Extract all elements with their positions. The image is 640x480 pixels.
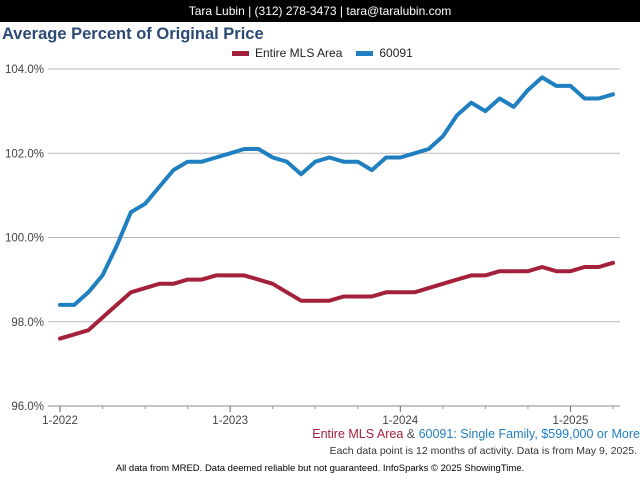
y-tick-label: 96.0% [11, 401, 44, 413]
contact-bar: Tara Lubin | (312) 278-3473 | tara@taral… [0, 0, 640, 22]
x-tick-label: 1-2025 [553, 415, 589, 427]
chart-title: Average Percent of Original Price [2, 25, 264, 43]
subtitle-suffix: : Single Family, $599,000 or More [453, 427, 640, 441]
legend-swatch-mls [232, 50, 249, 56]
y-tick-label: 100.0% [5, 233, 44, 245]
chart-legend: Entire MLS Area 60091 [232, 46, 427, 60]
series-line-60091 [58, 75, 615, 307]
x-tick-label: 1-2024 [382, 415, 418, 427]
subtitle-series-a: Entire MLS Area [312, 427, 404, 441]
activity-note: Each data point is 12 months of activity… [329, 445, 637, 457]
legend-item-60091[interactable]: 60091 [356, 46, 413, 60]
subtitle-amp: & [403, 427, 419, 441]
y-tick-label: 98.0% [11, 317, 44, 329]
y-tick-label: 104.0% [5, 64, 44, 76]
x-tick-label: 1-2022 [42, 415, 78, 427]
disclaimer: All data from MRED. Data deemed reliable… [115, 463, 525, 474]
legend-label-60091: 60091 [379, 46, 413, 60]
contact-info: Tara Lubin | (312) 278-3473 | tara@taral… [188, 4, 452, 18]
legend-label-mls: Entire MLS Area [255, 46, 343, 60]
series-line-mls [58, 260, 615, 341]
legend-swatch-60091 [356, 50, 374, 56]
legend-item-mls[interactable]: Entire MLS Area [232, 46, 342, 60]
y-tick-label: 102.0% [5, 148, 44, 160]
subtitle-series-b: 60091 [418, 427, 454, 441]
x-tick-label: 1-2023 [212, 415, 248, 427]
chart-subtitle: Entire MLS Area & 60091: Single Family, … [312, 427, 640, 441]
